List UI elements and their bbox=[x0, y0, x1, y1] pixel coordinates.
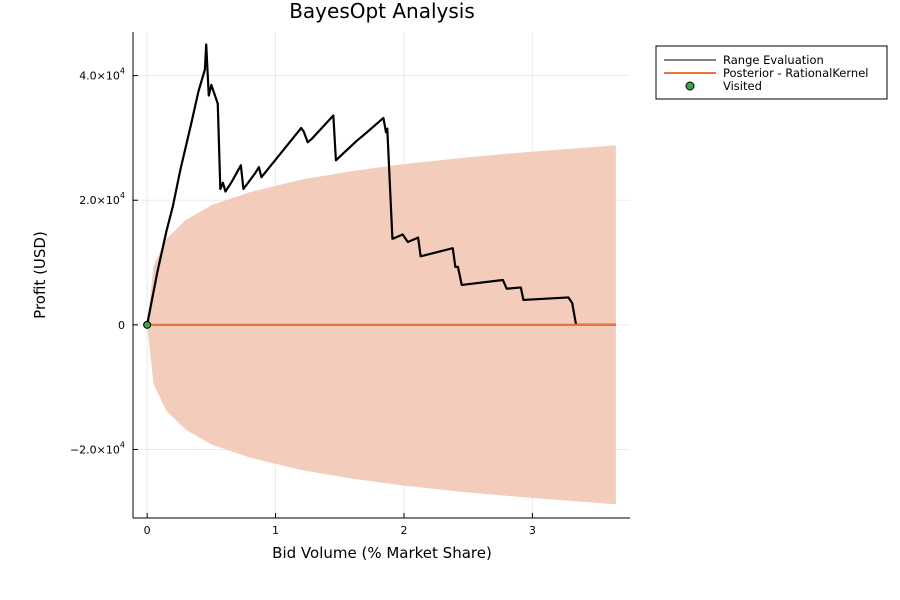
series-lines-layer bbox=[146, 43, 616, 326]
visited-points-layer bbox=[143, 320, 152, 329]
visited-point bbox=[143, 320, 152, 329]
y-tick-label: 0 bbox=[118, 319, 125, 332]
x-tick-label: 3 bbox=[529, 524, 536, 537]
ticks: 0 1 2 3 −2.0×104 0 2.0×104 4.0×104 bbox=[70, 67, 536, 537]
axes bbox=[132, 32, 630, 519]
y-tick-label: 4.0×104 bbox=[79, 67, 125, 83]
range-evaluation-line bbox=[146, 43, 616, 326]
legend-swatch-visited bbox=[685, 81, 695, 91]
legend: Range Evaluation Posterior - RationalKer… bbox=[655, 45, 888, 100]
x-axis-label: Bid Volume (% Market Share) bbox=[272, 544, 492, 562]
x-tick-label: 0 bbox=[144, 524, 151, 537]
legend-label-visited: Visited bbox=[723, 79, 762, 93]
chart-title: BayesOpt Analysis bbox=[289, 0, 475, 23]
y-tick-label: 2.0×104 bbox=[79, 191, 125, 207]
y-axis-label: Profit (USD) bbox=[31, 231, 49, 319]
x-tick-label: 1 bbox=[272, 524, 279, 537]
legend-label-range-evaluation: Range Evaluation bbox=[723, 53, 824, 67]
x-tick-label: 2 bbox=[400, 524, 407, 537]
legend-label-posterior: Posterior - RationalKernel bbox=[723, 66, 868, 80]
y-tick-label: −2.0×104 bbox=[70, 440, 125, 456]
